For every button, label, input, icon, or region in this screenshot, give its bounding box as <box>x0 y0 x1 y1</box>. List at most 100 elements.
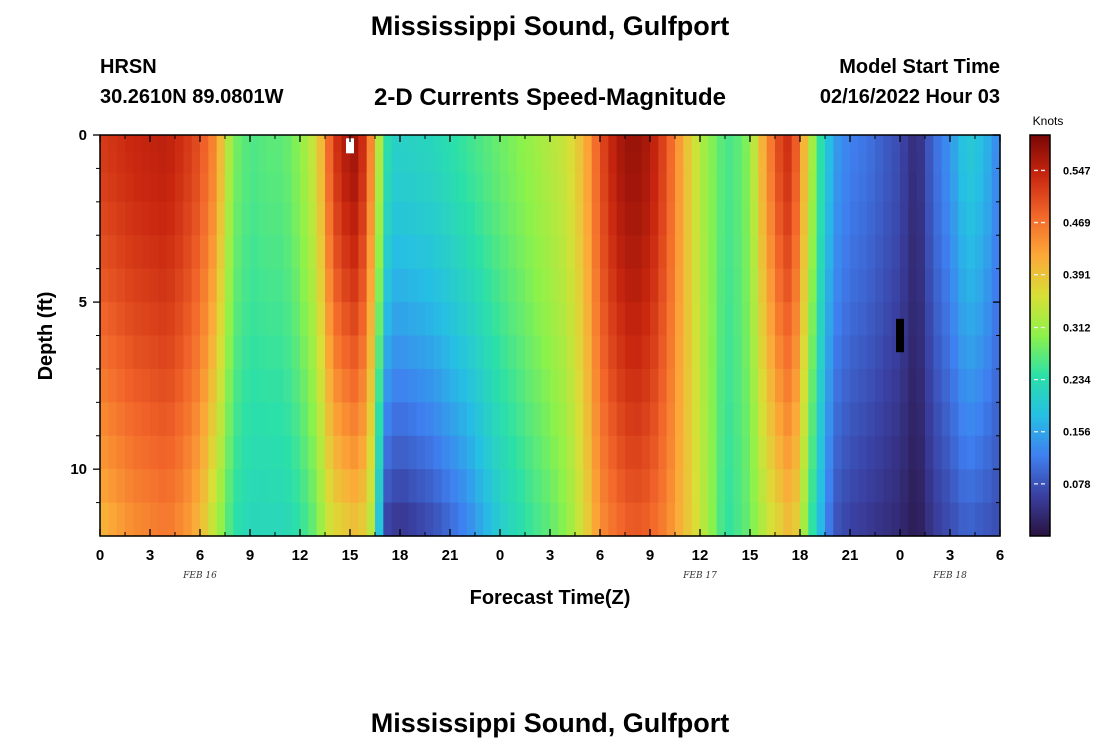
heatmap-cell <box>558 268 568 303</box>
heatmap-cell <box>475 151 484 174</box>
heatmap-cell <box>450 135 459 153</box>
heatmap-cell <box>600 368 609 403</box>
heatmap-cell <box>983 469 993 504</box>
heatmap-cell <box>575 368 584 403</box>
heatmap-cell <box>841 268 851 303</box>
heatmap-cell <box>891 435 901 470</box>
chart-subtitle: 2-D Currents Speed-Magnitude <box>373 84 727 111</box>
heatmap-cell <box>175 469 184 504</box>
heatmap-cell <box>500 172 509 203</box>
heatmap-cell <box>133 469 143 504</box>
heatmap-cell <box>766 435 776 470</box>
heatmap-cell <box>966 402 976 437</box>
heatmap-cell <box>600 151 609 174</box>
heatmap-cell <box>950 402 959 437</box>
heatmap-cell <box>875 368 884 403</box>
heatmap-cell <box>291 235 301 270</box>
heatmap-cell <box>775 302 784 337</box>
heatmap-cell <box>650 335 659 370</box>
heatmap-cell <box>516 172 526 203</box>
heatmap-cell <box>208 469 218 504</box>
heatmap-cell <box>858 469 868 504</box>
x-tick-label: 12 <box>692 547 709 564</box>
heatmap-cell <box>433 201 443 236</box>
heatmap-cell <box>108 151 118 174</box>
heatmap-cell <box>275 235 284 270</box>
x-tick-label: 12 <box>292 547 309 564</box>
heatmap-cell <box>100 201 109 236</box>
heatmap-cell <box>625 172 634 203</box>
heatmap-cell <box>383 302 393 337</box>
heatmap-cell <box>775 201 784 236</box>
heatmap-cell <box>408 302 418 337</box>
heatmap-cell <box>650 172 659 203</box>
heatmap-cell <box>925 435 934 470</box>
heatmap-cell <box>266 268 276 303</box>
heatmap-cell <box>483 172 493 203</box>
heatmap-cell <box>458 469 468 504</box>
heatmap-cell <box>850 435 859 470</box>
heatmap-cell <box>300 151 309 174</box>
heatmap-cell <box>208 402 218 437</box>
heatmap-cell <box>808 368 818 403</box>
heatmap-cell <box>691 135 701 153</box>
heatmap-cell <box>466 469 476 504</box>
heatmap-cell <box>408 502 418 537</box>
heatmap-cell <box>158 368 168 403</box>
heatmap-cell <box>525 469 534 504</box>
heatmap-cell <box>425 302 434 337</box>
heatmap-cell <box>300 435 309 470</box>
colorbar-tick-label: 0.469 <box>1063 218 1091 230</box>
heatmap-cell <box>908 502 918 537</box>
heatmap-cell <box>616 469 626 504</box>
heatmap-cell <box>833 502 843 537</box>
heatmap-cell <box>316 135 326 153</box>
heatmap-cell <box>433 335 443 370</box>
heatmap-cell <box>158 335 168 370</box>
heatmap-cell <box>300 469 309 504</box>
heatmap-cell <box>158 151 168 174</box>
heatmap-cell <box>141 402 151 437</box>
heatmap-cell <box>350 172 359 203</box>
heatmap-cell <box>558 172 568 203</box>
heatmap-cell <box>833 469 843 504</box>
heatmap-cell <box>333 151 343 174</box>
heatmap-cell <box>108 135 118 153</box>
heatmap-cell <box>291 201 301 236</box>
heatmap-cell <box>533 268 543 303</box>
heatmap-cell <box>983 172 993 203</box>
heatmap-cell <box>700 435 709 470</box>
heatmap-cell <box>966 201 976 236</box>
heatmap-cell <box>166 302 176 337</box>
heatmap-cell <box>908 402 918 437</box>
heatmap-cell <box>691 235 701 270</box>
heatmap-cell <box>100 135 109 153</box>
heatmap-cell <box>533 469 543 504</box>
heatmap-cell <box>391 502 401 537</box>
heatmap-cell <box>741 135 751 153</box>
heatmap-cell <box>866 402 876 437</box>
heatmap-cell <box>416 135 426 153</box>
heatmap-cell <box>225 172 234 203</box>
heatmap-cell <box>233 469 243 504</box>
heatmap-cell <box>400 302 409 337</box>
colorbar-tick-label: 0.391 <box>1063 270 1091 282</box>
heatmap-cell <box>183 268 193 303</box>
heatmap-cell <box>791 268 801 303</box>
heatmap-cell <box>225 235 234 270</box>
heatmap-cell <box>150 201 159 236</box>
heatmap-cell <box>258 151 268 174</box>
heatmap-cell <box>116 435 126 470</box>
heatmap-cell <box>250 502 259 537</box>
heatmap-cell <box>133 335 143 370</box>
heatmap-cell <box>591 135 601 153</box>
heatmap-cell <box>841 469 851 504</box>
heatmap-cell <box>708 201 718 236</box>
heatmap-cell <box>541 402 551 437</box>
heatmap-cell <box>400 402 409 437</box>
heatmap-cell <box>800 235 809 270</box>
heatmap-cell <box>866 502 876 537</box>
heatmap-cell <box>141 151 151 174</box>
heatmap-cell <box>858 135 868 153</box>
heatmap-cell <box>666 151 676 174</box>
